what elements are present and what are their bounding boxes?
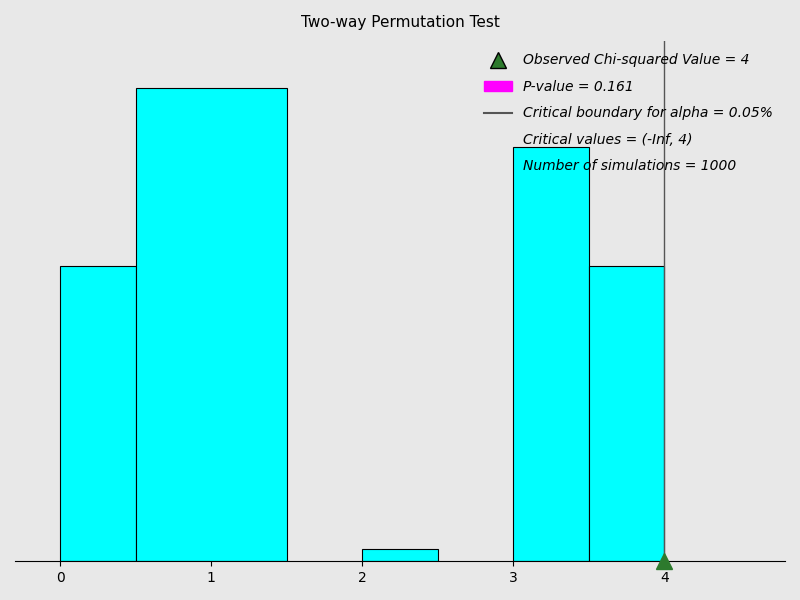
Legend: Observed Chi-squared Value = 4, P-value = 0.161, Critical boundary for alpha = 0: Observed Chi-squared Value = 4, P-value … xyxy=(478,48,778,179)
Title: Two-way Permutation Test: Two-way Permutation Test xyxy=(301,15,499,30)
Bar xyxy=(589,266,664,561)
Bar xyxy=(514,148,589,561)
Bar xyxy=(60,266,136,561)
Bar xyxy=(136,88,286,561)
Bar xyxy=(362,550,438,561)
